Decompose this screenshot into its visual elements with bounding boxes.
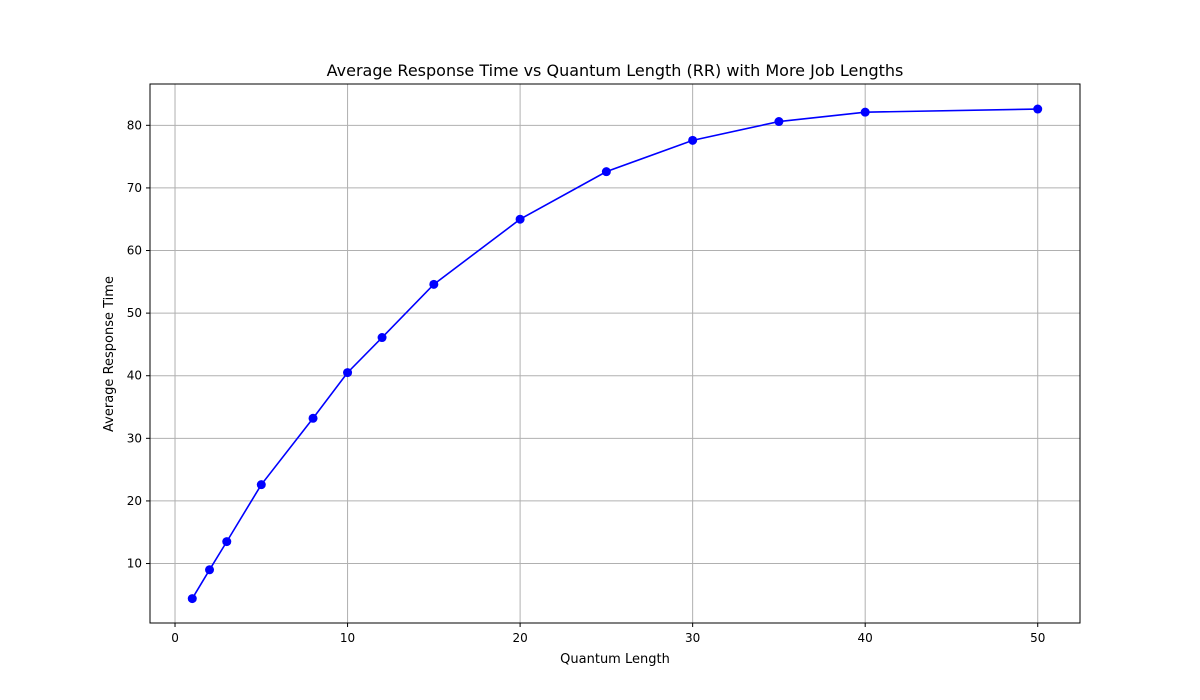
data-point xyxy=(256,480,266,490)
x-tick-label: 30 xyxy=(685,631,700,645)
x-tick-label: 0 xyxy=(171,631,179,645)
data-point xyxy=(860,107,870,117)
data-point xyxy=(205,565,215,575)
x-tick-label: 50 xyxy=(1030,631,1045,645)
x-tick-label: 10 xyxy=(340,631,355,645)
data-point xyxy=(308,413,318,423)
data-point xyxy=(1033,104,1043,114)
data-point xyxy=(222,537,232,547)
y-axis: 10 20 30 40 50 60 70 80 xyxy=(127,118,150,571)
data-point xyxy=(774,117,784,127)
data-point xyxy=(429,279,439,289)
y-tick-label: 50 xyxy=(127,306,142,320)
data-point xyxy=(187,594,197,604)
data-point xyxy=(515,214,525,224)
series-line xyxy=(191,108,1038,600)
data-point xyxy=(601,167,611,177)
y-tick-label: 20 xyxy=(127,494,142,508)
x-axis-label: Quantum Length xyxy=(560,652,670,667)
series-layer xyxy=(187,104,1043,604)
plot-frame xyxy=(149,83,1081,624)
y-axis-label: Average Response Time xyxy=(102,276,117,432)
y-tick-label: 60 xyxy=(127,244,142,258)
data-point xyxy=(343,368,353,378)
y-tick-label: 30 xyxy=(127,431,142,445)
data-point xyxy=(688,135,698,145)
y-tick-label: 80 xyxy=(127,118,142,132)
x-tick-label: 20 xyxy=(512,631,527,645)
plot-area xyxy=(150,84,1080,623)
x-axis: 0 10 20 30 40 50 xyxy=(171,623,1045,645)
chart-title: Average Response Time vs Quantum Length … xyxy=(327,61,904,80)
grid xyxy=(150,84,1080,623)
y-tick-label: 10 xyxy=(127,557,142,571)
x-tick-label: 40 xyxy=(858,631,873,645)
y-tick-label: 70 xyxy=(127,181,142,195)
data-point xyxy=(377,333,387,343)
y-tick-label: 40 xyxy=(127,369,142,383)
